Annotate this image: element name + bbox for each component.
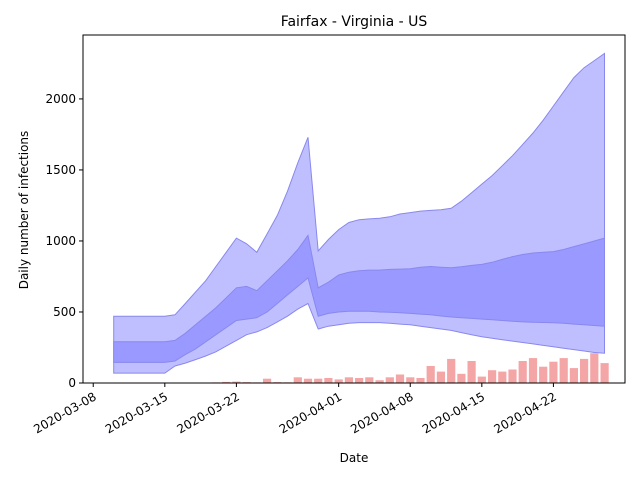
y-tick-label: 500: [53, 305, 76, 319]
x-tick-label: 2020-04-15: [420, 389, 487, 436]
y-tick-label: 0: [68, 376, 76, 390]
x-tick-label: 2020-03-08: [31, 389, 98, 436]
observed-bar: [590, 353, 599, 383]
observed-bar: [518, 361, 527, 383]
observed-bar: [355, 378, 364, 383]
y-axis: 0 500 1000 1500 2000: [45, 92, 83, 390]
observed-bar: [395, 374, 405, 383]
observed-bar: [477, 376, 486, 383]
x-tick-label: 2020-04-01: [277, 389, 344, 436]
observed-bars: [201, 353, 609, 383]
observed-bar: [488, 370, 497, 383]
observed-bar: [324, 378, 333, 383]
x-tick-label: 2020-03-15: [103, 389, 170, 436]
observed-bar: [303, 378, 313, 383]
observed-bar: [314, 378, 323, 383]
forecast-bands: [113, 52, 605, 374]
plot-frame: [82, 34, 626, 384]
observed-bar: [385, 377, 394, 383]
observed-bar: [447, 358, 456, 383]
y-tick-label: 2000: [45, 92, 76, 106]
x-tick-label: 2020-04-08: [348, 389, 415, 436]
observed-bar: [467, 361, 476, 383]
x-axis: 2020-03-08 2020-03-15 2020-03-22 2020-04-01…: [31, 383, 559, 436]
observed-bar: [569, 368, 578, 383]
observed-bar: [528, 358, 538, 383]
observed-bar: [263, 378, 272, 383]
observed-bar: [416, 378, 425, 383]
observed-bar: [222, 381, 231, 383]
observed-bar: [344, 377, 353, 383]
observed-bar: [406, 377, 415, 383]
observed-bar: [559, 358, 568, 383]
x-tick-label: 2020-04-22: [491, 389, 558, 436]
observed-bar: [293, 377, 302, 383]
observed-bar: [334, 379, 343, 383]
chart-title: Fairfax - Virginia - US: [281, 14, 428, 30]
observed-bar: [365, 377, 374, 383]
observed-bar: [549, 361, 558, 383]
y-tick-label: 1000: [45, 234, 76, 248]
observed-bar: [600, 363, 609, 383]
inner-band: [113, 234, 605, 363]
y-tick-label: 1500: [45, 163, 76, 177]
observed-bar: [375, 380, 384, 383]
observed-bar: [457, 373, 466, 383]
y-axis-label: Daily number of infections: [17, 131, 31, 290]
observed-bar: [436, 371, 445, 383]
observed-bar: [426, 366, 435, 383]
observed-bar: [539, 366, 548, 383]
observed-bar: [232, 381, 241, 383]
x-axis-label: Date: [340, 451, 369, 465]
observed-bar: [508, 369, 517, 383]
outer-band: [113, 52, 605, 374]
observed-bar: [580, 358, 589, 383]
x-tick-label: 2020-03-22: [174, 389, 241, 436]
observed-bar: [498, 371, 507, 383]
